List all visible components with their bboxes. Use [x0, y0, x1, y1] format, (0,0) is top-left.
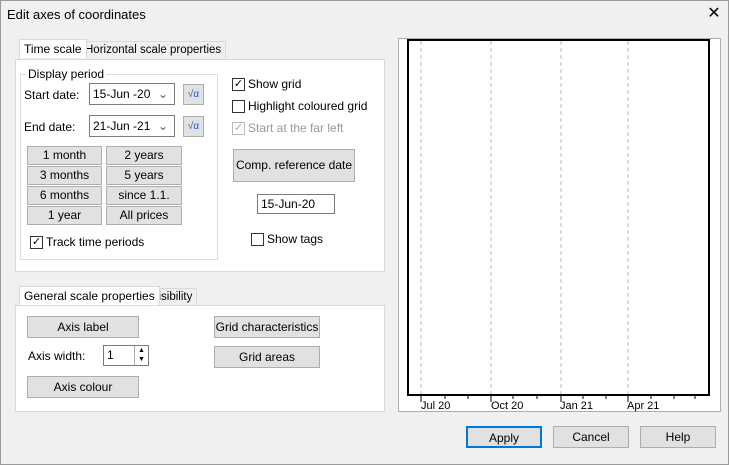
- far-left-label: Start at the far left: [248, 121, 344, 135]
- grid-areas-button[interactable]: Grid areas: [214, 346, 320, 368]
- tab-time-scale[interactable]: Time scale: [19, 39, 87, 58]
- calendar-icon[interactable]: √α: [183, 84, 204, 105]
- close-icon[interactable]: ✕: [707, 5, 721, 22]
- check-icon: ✓: [232, 77, 245, 91]
- period-2-years-button[interactable]: 2 years: [106, 146, 182, 165]
- period-3-months-button[interactable]: 3 months: [27, 166, 102, 185]
- show-grid-checkbox[interactable]: ✓ Show grid: [232, 77, 301, 91]
- check-icon: ✓: [232, 121, 245, 135]
- tick-label: Jan 21: [560, 400, 593, 412]
- period-1-month-button[interactable]: 1 month: [27, 146, 102, 165]
- grid-characteristics-button[interactable]: Grid characteristics: [214, 316, 320, 338]
- axis-width-stepper[interactable]: 1 ▲ ▼: [103, 345, 149, 366]
- period-5-years-button[interactable]: 5 years: [106, 166, 182, 185]
- axis-width-value: 1: [107, 348, 114, 362]
- end-date-label: End date:: [24, 120, 76, 134]
- highlight-grid-label: Highlight coloured grid: [248, 99, 368, 113]
- axis-preview-svg: Jul 20 Oct 20 Jan 21 Apr 21: [407, 39, 710, 412]
- cancel-button[interactable]: Cancel: [553, 426, 629, 448]
- period-since-jan-button[interactable]: since 1.1.: [106, 186, 182, 205]
- track-time-periods-checkbox[interactable]: ✓ Track time periods: [30, 235, 144, 249]
- chevron-down-icon: ⌄: [157, 87, 168, 101]
- end-date-value: 21-Jun -21: [93, 119, 151, 133]
- help-button[interactable]: Help: [640, 426, 716, 448]
- time-scale-panel: Display period Start date: 15-Jun -20 ⌄ √…: [15, 59, 385, 272]
- axis-colour-button[interactable]: Axis colour: [27, 376, 139, 398]
- show-tags-checkbox[interactable]: Show tags: [251, 232, 323, 246]
- axis-label-button[interactable]: Axis label: [27, 316, 139, 338]
- period-1-year-button[interactable]: 1 year: [27, 206, 102, 225]
- tab-horizontal-scale-properties[interactable]: Horizontal scale properties: [80, 41, 227, 58]
- highlight-grid-checkbox[interactable]: Highlight coloured grid: [232, 99, 367, 113]
- plot-frame: [407, 39, 710, 396]
- end-date-combo[interactable]: 21-Jun -21 ⌄: [89, 115, 175, 137]
- period-all-prices-button[interactable]: All prices: [106, 206, 182, 225]
- tab-general-scale-properties[interactable]: General scale properties: [19, 286, 160, 305]
- general-scale-panel: Axis label Axis width: 1 ▲ ▼ Axis colour G…: [15, 305, 385, 412]
- calendar-icon[interactable]: √α: [183, 116, 204, 137]
- period-6-months-button[interactable]: 6 months: [27, 186, 102, 205]
- apply-button[interactable]: Apply: [466, 426, 542, 448]
- show-grid-label: Show grid: [248, 77, 302, 91]
- spin-arrows-icon[interactable]: ▲ ▼: [134, 346, 148, 365]
- far-left-checkbox: ✓ Start at the far left: [232, 121, 343, 135]
- axis-width-label: Axis width:: [28, 349, 86, 363]
- display-period-legend: Display period: [26, 67, 107, 81]
- start-date-value: 15-Jun -20: [93, 87, 151, 101]
- check-icon: ✓: [30, 235, 43, 249]
- chevron-down-icon: ⌄: [157, 119, 168, 133]
- dialog-title: Edit axes of coordinates: [7, 7, 146, 22]
- reference-date-field[interactable]: 15-Jun-20: [257, 194, 335, 214]
- comp-reference-date-button[interactable]: Comp. reference date: [233, 149, 355, 182]
- tick-label: Oct 20: [491, 400, 523, 412]
- start-date-combo[interactable]: 15-Jun -20 ⌄: [89, 83, 175, 105]
- start-date-label: Start date:: [24, 88, 80, 102]
- tick-label: Jul 20: [421, 400, 450, 412]
- show-tags-label: Show tags: [267, 232, 324, 246]
- checkbox-box: [251, 232, 264, 246]
- checkbox-box: [232, 99, 245, 113]
- tick-label: Apr 21: [627, 400, 659, 412]
- axis-preview: Jul 20 Oct 20 Jan 21 Apr 21: [398, 38, 721, 412]
- track-time-periods-label: Track time periods: [46, 235, 145, 249]
- display-period-group: [20, 74, 218, 260]
